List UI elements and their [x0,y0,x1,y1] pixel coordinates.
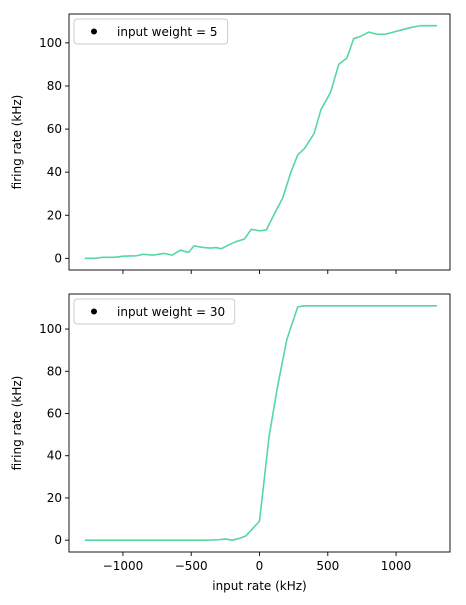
legend-marker [91,28,97,35]
x-tick-label: −1000 [103,559,144,573]
y-axis-label: firing rate (kHz) [10,95,24,190]
x-axis-label: input rate (kHz) [212,579,307,593]
y-tick-label: 100 [39,322,62,336]
axes-frame [68,13,451,271]
y-tick-label: 80 [47,79,62,93]
legend-box [73,18,229,45]
legend: input weight = 30 [73,298,236,325]
y-tick-label: 40 [47,449,62,463]
chart-panel-2: 0 20 40 60 80 100 −1000 −500 0 500 1000 firing rate… [10,293,451,593]
y-tick-label: 60 [47,122,62,136]
y-tick-label: 20 [47,208,62,222]
x-tick-label: 0 [256,559,264,573]
y-axis-label: firing rate (kHz) [10,376,24,471]
y-tick-label: 20 [47,491,62,505]
x-tick-label: 500 [316,559,339,573]
y-tick-label: 60 [47,406,62,420]
y-tick-label: 0 [54,251,62,265]
x-tick-label: 1000 [381,559,412,573]
y-tick-label: 80 [47,364,62,378]
legend: input weight = 5 [73,18,229,45]
x-tick-label: −500 [175,559,208,573]
axes-frame [68,293,451,553]
y-tick-label: 40 [47,165,62,179]
chart-panel-1: 0 20 40 60 80 100 firing rate (kHz) input weigh… [10,13,451,274]
legend-label: input weight = 30 [117,305,225,319]
y-tick-label: 0 [54,533,62,547]
series-line-1 [84,305,438,541]
legend-box [73,298,236,325]
y-tick-label: 100 [39,36,62,50]
series-line-1 [84,24,438,260]
legend-marker [91,308,97,315]
legend-label: input weight = 5 [117,25,217,39]
